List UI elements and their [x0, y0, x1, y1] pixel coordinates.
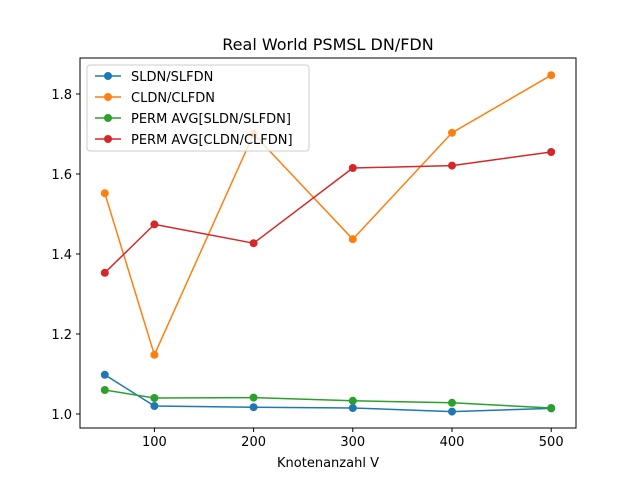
- data-point: [100, 386, 109, 394]
- legend-marker: [104, 72, 112, 80]
- data-point: [448, 161, 456, 170]
- series-line-1: [104, 374, 552, 413]
- y-tick-label: 1.2: [51, 328, 72, 343]
- legend-label: CLDN/CLFDN: [131, 91, 215, 106]
- data-point: [547, 148, 556, 156]
- data-point: [150, 350, 159, 359]
- data-point: [547, 71, 556, 80]
- data-point: [249, 239, 258, 248]
- plot-frame: [79, 57, 577, 429]
- legend-marker: [104, 114, 112, 122]
- data-point: [348, 235, 357, 244]
- legend-box: [86, 64, 310, 152]
- data-point: [448, 407, 456, 416]
- data-point: [150, 220, 159, 229]
- legend-label: SLDN/SLFDN: [131, 70, 213, 85]
- series-line-2: [104, 74, 552, 356]
- data-point: [348, 164, 357, 172]
- y-axis: 1.0 1.2 1.4 1.6 1.8: [51, 88, 80, 423]
- x-tick-label: 500: [539, 435, 564, 450]
- x-axis-label: Knotenanzahl V: [277, 456, 379, 471]
- y-tick-label: 1.6: [51, 168, 72, 183]
- y-tick-label: 1.0: [51, 408, 72, 423]
- x-tick-label: 400: [440, 435, 465, 450]
- y-tick-label: 1.8: [51, 88, 72, 103]
- data-point: [348, 404, 357, 412]
- chart-title: Real World PSMSL DN/FDN: [222, 35, 433, 54]
- legend-label: PERM AVG[SLDN/SLFDN]: [131, 112, 291, 127]
- series-layer: [100, 71, 556, 416]
- legend-marker: [104, 93, 112, 101]
- data-point: [100, 189, 109, 198]
- legend: SLDN/SLFDN CLDN/CLFDN PERM AVG[SLDN/SLFDN]…: [86, 64, 310, 152]
- data-point: [348, 396, 357, 405]
- series-line-4: [104, 151, 552, 274]
- x-tick-label: 300: [340, 435, 365, 450]
- legend-label: PERM AVG[CLDN/CLFDN]: [131, 133, 293, 148]
- data-point: [547, 404, 556, 412]
- data-point: [150, 394, 159, 402]
- y-tick-label: 1.4: [51, 248, 72, 263]
- data-point: [448, 128, 456, 137]
- data-point: [448, 398, 456, 407]
- x-tick-label: 100: [142, 435, 167, 450]
- x-axis: 100 200 300 400 500: [142, 428, 564, 450]
- data-point: [249, 393, 258, 402]
- series-line-3: [104, 389, 552, 409]
- data-point: [249, 403, 258, 412]
- legend-marker: [104, 135, 112, 143]
- x-tick-label: 200: [241, 435, 266, 450]
- data-point: [100, 370, 109, 379]
- data-point: [100, 268, 109, 277]
- data-point: [150, 402, 159, 410]
